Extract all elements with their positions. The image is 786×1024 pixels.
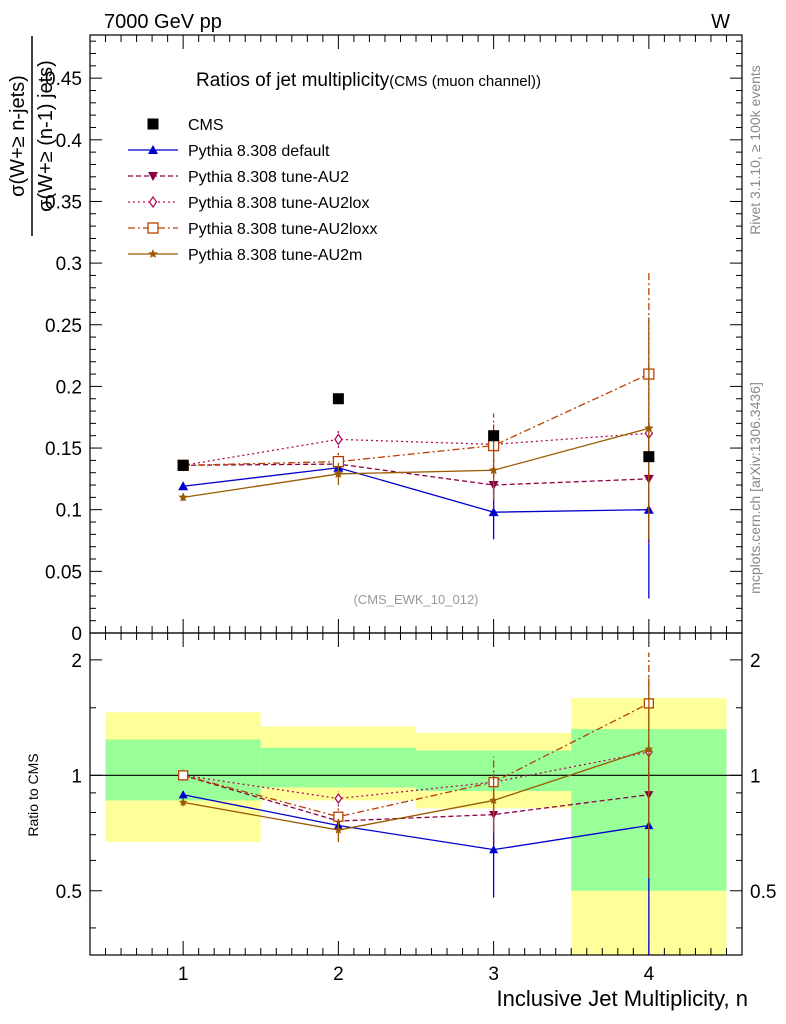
- ratio-y-tick-label: 0.5: [56, 882, 82, 903]
- ratio-y-tick-label-right: 1: [750, 766, 761, 787]
- legend-marker: [148, 145, 158, 154]
- y-tick-label: 0: [71, 624, 82, 645]
- ratio-band-inner: [260, 747, 416, 788]
- legend-label: CMS: [188, 117, 224, 134]
- y-tick-label: 0.3: [56, 254, 82, 275]
- ratio-y-tick-label: 2: [71, 651, 82, 672]
- ratio-y-tick-label-right: 0.5: [750, 882, 776, 903]
- legend-entry-cms: CMS: [147, 117, 224, 134]
- legend-entry: Pythia 8.308 default: [128, 143, 330, 160]
- y-tick-label: 0.25: [45, 316, 82, 337]
- data-point: [488, 507, 499, 517]
- ratio-series-line: [183, 751, 649, 800]
- data-point-cms: [488, 430, 500, 442]
- legend-label: Pythia 8.308 tune-AU2lox: [188, 195, 369, 212]
- legend: CMS Pythia 8.308 default Pythia 8.308 tune…: [128, 117, 377, 264]
- ratio-series-group: [178, 677, 654, 878]
- series-line: [183, 432, 649, 466]
- ratio-y-tick-label: 1: [71, 766, 82, 787]
- ratio-series-line: [183, 794, 649, 851]
- data-point: [178, 481, 189, 491]
- legend-label: Pythia 8.308 tune-AU2m: [188, 247, 362, 264]
- data-point-cms: [177, 459, 189, 471]
- legend-marker: [148, 195, 158, 209]
- ratio-point: [489, 845, 499, 854]
- y-tick-label: 0.2: [56, 377, 82, 398]
- ratio-point: [178, 790, 188, 799]
- series-line: [183, 463, 649, 486]
- process-label: W: [711, 11, 730, 33]
- x-tick-label: 2: [333, 964, 344, 985]
- series-group: [178, 317, 654, 540]
- data-point: [333, 468, 344, 478]
- legend-marker: [147, 118, 159, 130]
- legend-label: Pythia 8.308 tune-AU2loxx: [188, 221, 377, 238]
- ratio-y-axis-label: Ratio to CMS: [25, 753, 41, 836]
- chart-title-main: Ratios of jet multiplicity: [196, 70, 390, 91]
- legend-entry: Pythia 8.308 tune-AU2: [128, 169, 349, 186]
- x-axis-label: Inclusive Jet Multiplicity, n: [497, 986, 748, 1011]
- y-tick-label: 0.05: [45, 562, 82, 583]
- y-tick-label: 0.15: [45, 439, 82, 460]
- series-line: [183, 427, 650, 499]
- analysis-id: (CMS_EWK_10_012): [354, 592, 479, 607]
- mcplots-label: mcplots.cern.ch [arXiv:1306.3436]: [747, 382, 763, 594]
- legend-label: Pythia 8.308 tune-AU2: [188, 169, 349, 186]
- legend-entry: Pythia 8.308 tune-AU2lox: [128, 195, 369, 212]
- y-axis-label-denominator: σ(W+≥ (n-1) jets): [35, 60, 57, 212]
- ratio-series-line: [182, 702, 650, 818]
- y-tick-label: 0.1: [56, 501, 82, 522]
- ratio-point: [334, 792, 343, 805]
- y-axis-label-numerator: σ(W+≥ n-jets): [7, 75, 29, 197]
- x-tick-label: 1: [178, 964, 189, 985]
- ratio-point: [177, 770, 189, 781]
- legend-entry: Pythia 8.308 tune-AU2loxx: [128, 221, 377, 238]
- y-tick-label: 0.35: [45, 192, 82, 213]
- ratio-y-tick-label-right: 2: [750, 651, 761, 672]
- data-point: [178, 492, 188, 502]
- rivet-label: Rivet 3.1.10, ≥ 100k events: [747, 65, 763, 235]
- ratio-point: [334, 825, 343, 834]
- beam-energy-label: 7000 GeV pp: [104, 11, 222, 33]
- x-tick-label: 3: [488, 964, 499, 985]
- ratio-series-line: [183, 748, 650, 831]
- axes: 0 0.05 0.1 0.15 0.2 0.25 0.3 0.35 0.4 0.45 1 2 3 4 0.5…: [45, 35, 776, 985]
- data-point: [644, 423, 654, 433]
- chart-title: Ratios of jet multiplicity(CMS (muon cha…: [196, 70, 541, 91]
- ratio-point: [178, 797, 188, 806]
- data-series-group: [177, 393, 655, 471]
- y-tick-label: 0.45: [45, 69, 82, 90]
- series-line: [183, 467, 649, 513]
- ratio-series-line: [182, 774, 649, 822]
- ratio-point: [489, 795, 498, 805]
- chart-subtitle: (CMS (muon channel)): [389, 73, 541, 90]
- x-tick-label: 4: [644, 964, 655, 985]
- series-line: [183, 373, 650, 466]
- data-point: [488, 465, 499, 475]
- legend-marker: [148, 172, 158, 181]
- chart-marks: [177, 272, 655, 955]
- ratio-point: [644, 744, 654, 753]
- data-point: [334, 433, 343, 446]
- y-axis-label: σ(W+≥ n-jets) σ(W+≥ (n-1) jets): [7, 36, 57, 236]
- legend-label: Pythia 8.308 default: [188, 143, 330, 160]
- legend-entry: Pythia 8.308 tune-AU2m: [128, 247, 362, 264]
- legend-marker: [148, 249, 158, 258]
- data-point-cms: [332, 393, 344, 405]
- data-point-cms: [643, 451, 655, 463]
- y-tick-label: 0.4: [56, 131, 83, 152]
- legend-marker: [147, 222, 159, 234]
